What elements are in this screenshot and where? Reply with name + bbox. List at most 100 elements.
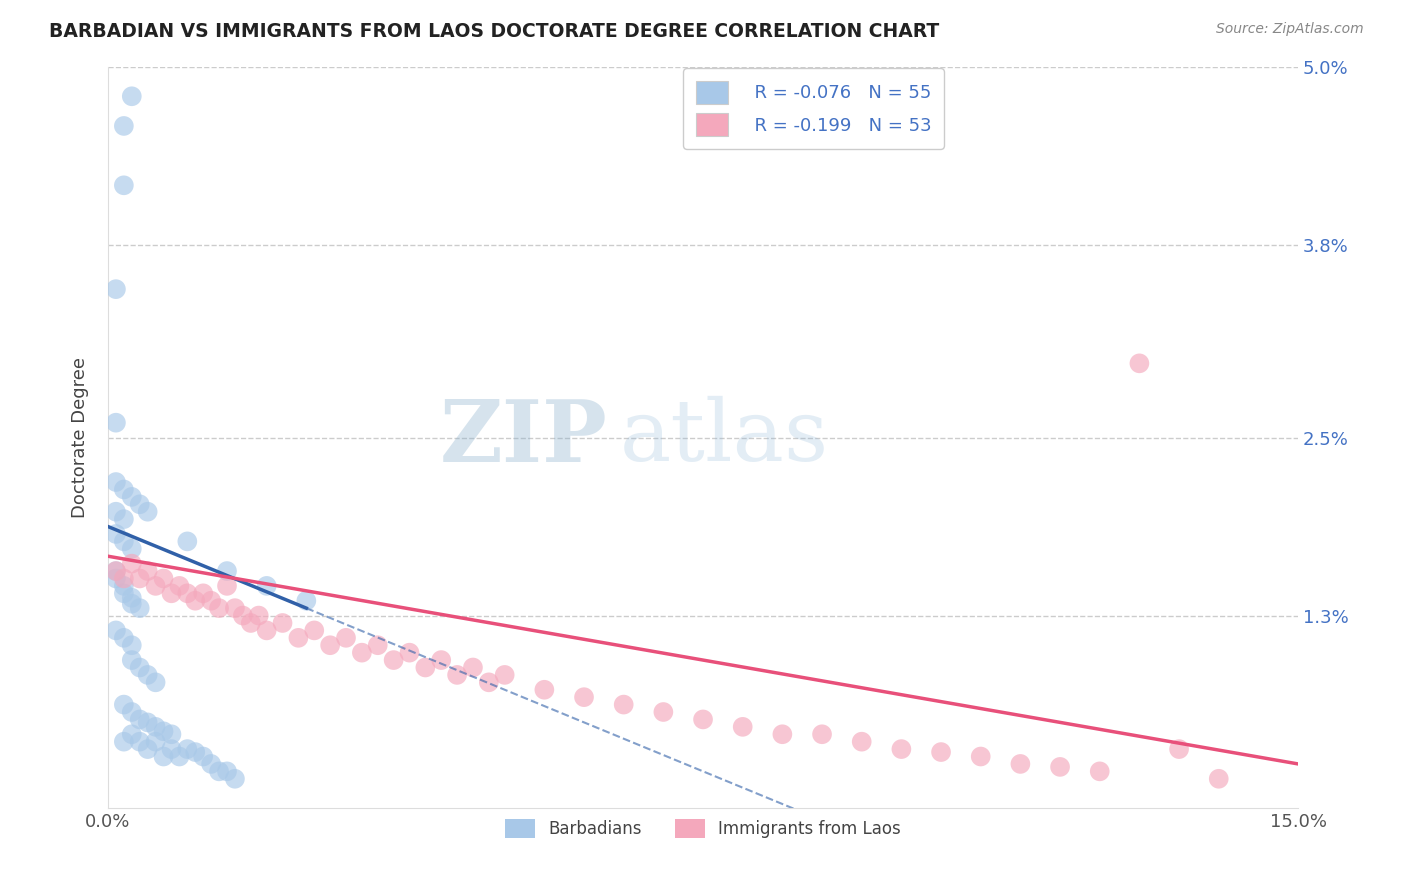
Point [104, 564, 127, 578]
Point [112, 734, 135, 748]
Point [1208, 772, 1230, 786]
Point [104, 416, 127, 430]
Point [382, 653, 405, 667]
Point [128, 660, 150, 674]
Point [121, 653, 143, 667]
Point [208, 764, 231, 779]
Point [1088, 764, 1111, 779]
Point [121, 705, 143, 719]
Point [136, 715, 159, 730]
Point [121, 490, 143, 504]
Point [811, 727, 834, 741]
Point [193, 749, 215, 764]
Point [184, 745, 207, 759]
Point [112, 572, 135, 586]
Point [169, 749, 191, 764]
Text: Source: ZipAtlas.com: Source: ZipAtlas.com [1216, 22, 1364, 37]
Point [398, 646, 420, 660]
Point [152, 572, 174, 586]
Y-axis label: Doctorate Degree: Doctorate Degree [72, 357, 89, 518]
Point [295, 593, 318, 607]
Point [112, 579, 135, 593]
Point [271, 615, 294, 630]
Point [145, 675, 167, 690]
Point [239, 615, 262, 630]
Point [136, 505, 159, 519]
Point [770, 727, 793, 741]
Legend: Barbadians, Immigrants from Laos: Barbadians, Immigrants from Laos [498, 812, 908, 845]
Point [851, 734, 873, 748]
Point [430, 653, 453, 667]
Point [200, 593, 222, 607]
Point [304, 624, 326, 638]
Point [215, 764, 238, 779]
Text: ZIP: ZIP [440, 395, 607, 480]
Point [112, 698, 135, 712]
Point [572, 690, 595, 705]
Point [145, 734, 167, 748]
Point [193, 586, 215, 600]
Point [350, 646, 373, 660]
Point [929, 745, 952, 759]
Point [136, 564, 159, 578]
Point [104, 572, 127, 586]
Point [232, 608, 254, 623]
Point [287, 631, 309, 645]
Point [169, 579, 191, 593]
Point [461, 660, 484, 674]
Point [200, 756, 222, 771]
Point [112, 483, 135, 497]
Point [121, 597, 143, 611]
Point [160, 742, 183, 756]
Point [112, 534, 135, 549]
Point [121, 541, 143, 556]
Point [104, 564, 127, 578]
Point [112, 119, 135, 133]
Point [128, 572, 150, 586]
Point [136, 668, 159, 682]
Text: BARBADIAN VS IMMIGRANTS FROM LAOS DOCTORATE DEGREE CORRELATION CHART: BARBADIAN VS IMMIGRANTS FROM LAOS DOCTOR… [49, 22, 939, 41]
Point [335, 631, 357, 645]
Point [112, 512, 135, 526]
Point [176, 534, 198, 549]
Point [104, 282, 127, 296]
Point [121, 89, 143, 103]
Point [256, 579, 278, 593]
Point [160, 586, 183, 600]
Point [533, 682, 555, 697]
Point [1168, 742, 1191, 756]
Point [652, 705, 675, 719]
Point [176, 586, 198, 600]
Text: atlas: atlas [620, 396, 830, 479]
Point [224, 772, 246, 786]
Point [1049, 760, 1071, 774]
Point [152, 749, 174, 764]
Point [1128, 356, 1150, 370]
Point [112, 631, 135, 645]
Point [890, 742, 912, 756]
Point [224, 601, 246, 615]
Point [478, 675, 501, 690]
Point [128, 713, 150, 727]
Point [145, 579, 167, 593]
Point [104, 505, 127, 519]
Point [121, 591, 143, 605]
Point [145, 720, 167, 734]
Point [121, 727, 143, 741]
Point [319, 638, 342, 652]
Point [446, 668, 468, 682]
Point [613, 698, 636, 712]
Point [128, 601, 150, 615]
Point [1010, 756, 1032, 771]
Point [121, 638, 143, 652]
Point [121, 557, 143, 571]
Point [247, 608, 270, 623]
Point [215, 579, 238, 593]
Point [104, 624, 127, 638]
Point [215, 564, 238, 578]
Point [104, 475, 127, 489]
Point [256, 624, 278, 638]
Point [367, 638, 389, 652]
Point [152, 724, 174, 739]
Point [208, 601, 231, 615]
